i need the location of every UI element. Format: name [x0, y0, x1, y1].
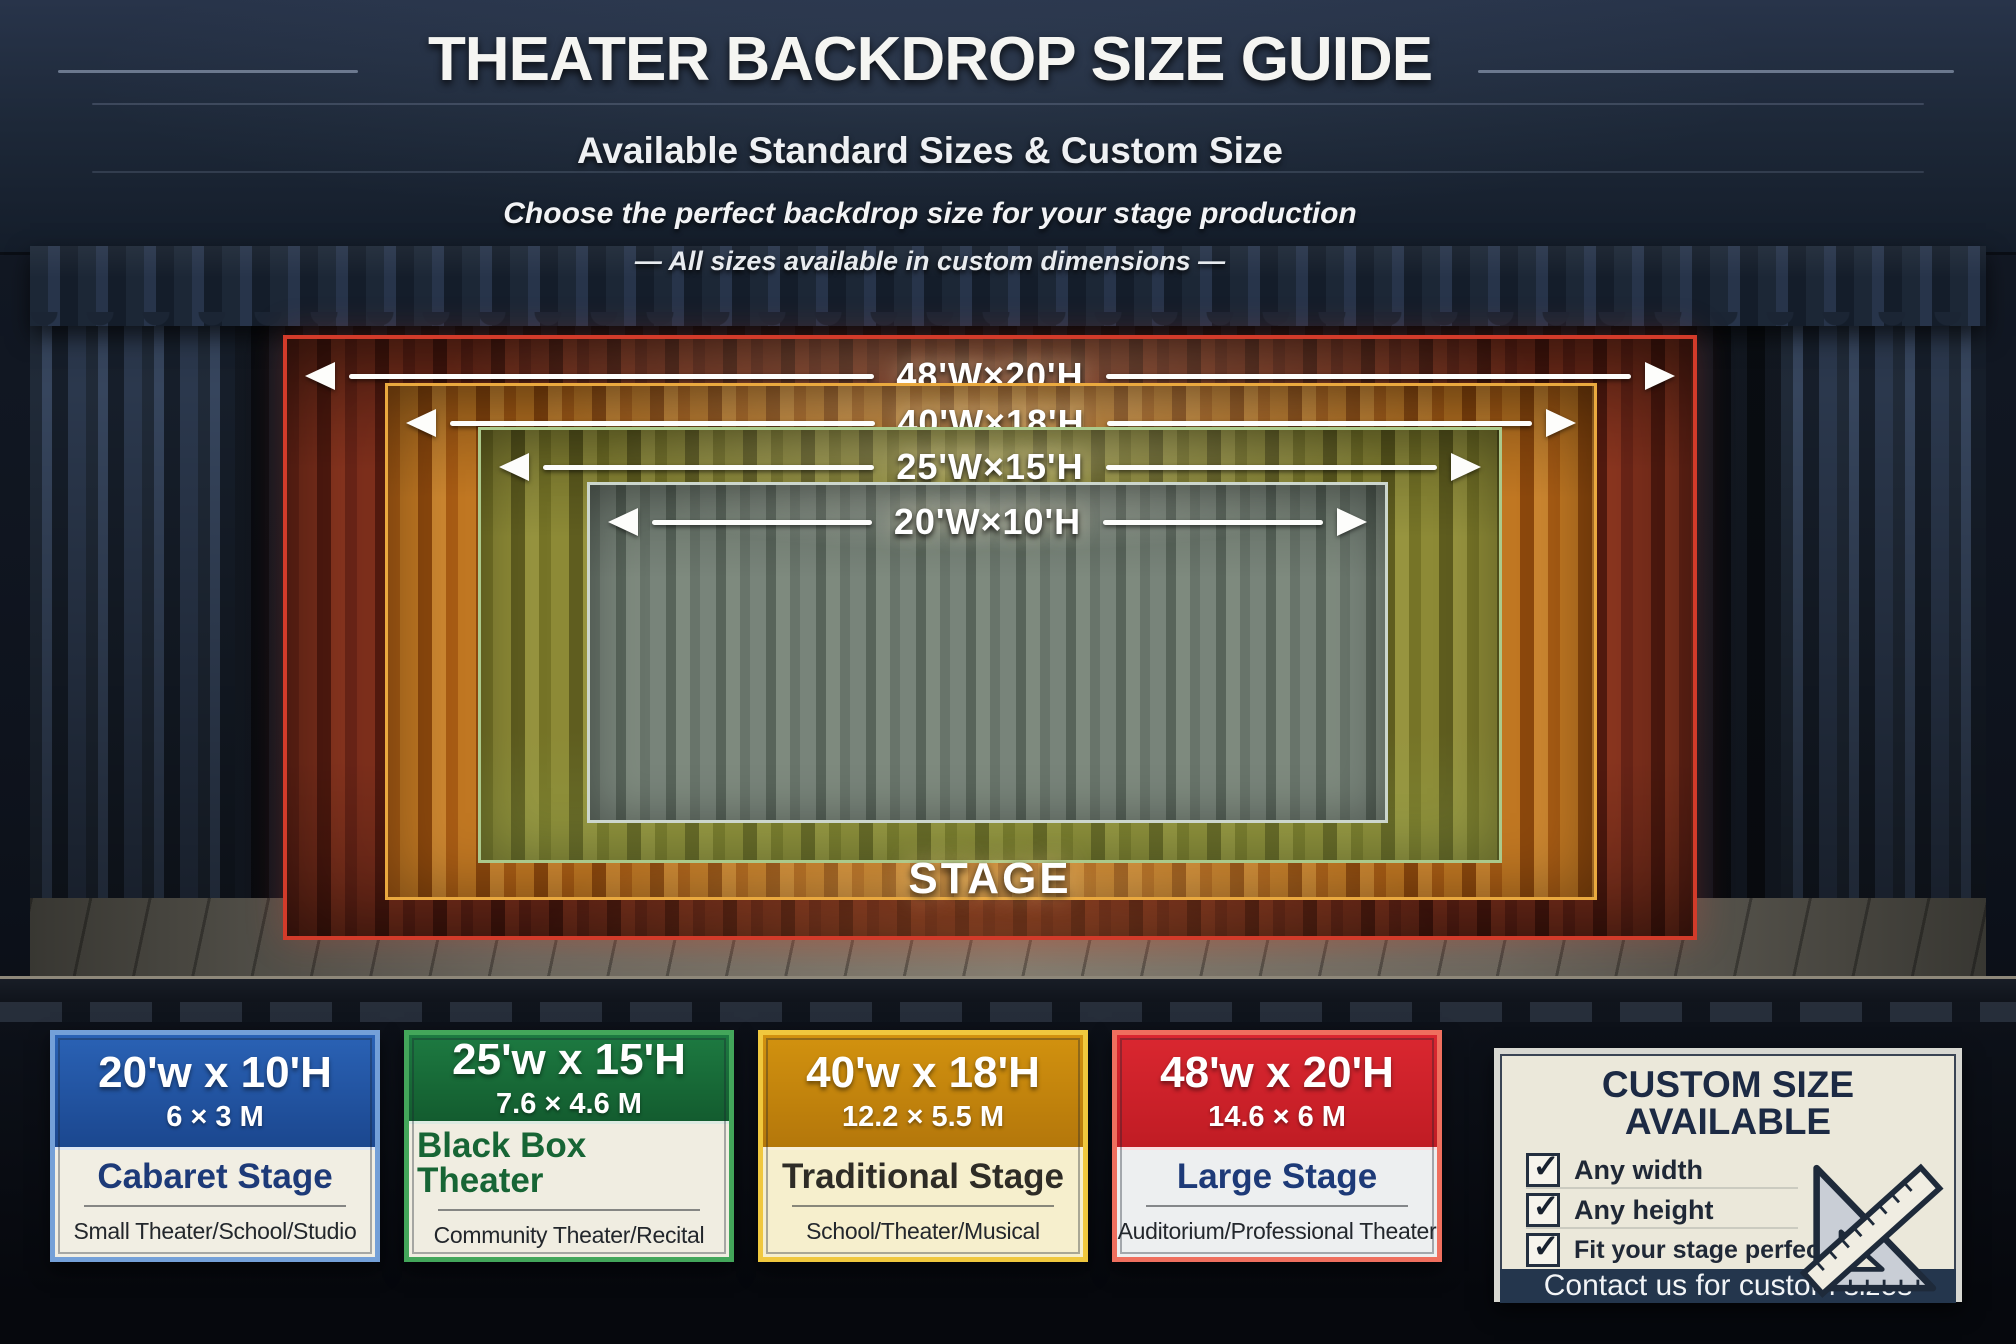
custom-feature-list: ✓ Any width ✓ Any height ✓ Fit your stag… — [1526, 1150, 1938, 1267]
arrow-line — [1105, 464, 1437, 470]
size-card-large: 48'w x 20'H 14.6 × 6 M Large Stage Audit… — [1112, 1030, 1442, 1262]
dimension-label-25x15: 25'W×15'H — [896, 446, 1084, 487]
arrowhead-left-icon — [499, 453, 529, 481]
decorative-line — [1478, 70, 1954, 73]
size-card-black-box: 25'w x 15'H 7.6 × 4.6 M Black Box Theate… — [404, 1030, 734, 1262]
custom-card-title: CUSTOM SIZE AVAILABLE — [1601, 1064, 1855, 1142]
checkbox-checked-icon: ✓ — [1526, 1230, 1560, 1267]
stage-curtain-left — [30, 246, 235, 960]
dimension-label-20x10: 20'W×10'H — [893, 501, 1082, 542]
size-card-header: 40'w x 18'H 12.2 × 5.5 M — [763, 1035, 1083, 1150]
checkbox-checked-icon: ✓ — [1526, 1190, 1560, 1227]
size-card-metric: 6 × 3 M — [166, 1100, 264, 1133]
custom-feature-item: ✓ Any width — [1526, 1150, 1798, 1187]
decorative-line — [92, 103, 1924, 105]
stage-curtain-right — [1781, 246, 1986, 960]
divider — [438, 1209, 700, 1211]
size-card-dimensions: 25'w x 15'H — [452, 1034, 686, 1084]
custom-feature-item: ✓ Any height — [1526, 1187, 1798, 1227]
stage-front-fascia — [0, 976, 2016, 1007]
size-card-use: Small Theater/School/Studio — [73, 1217, 357, 1244]
arrow-line — [1106, 420, 1532, 426]
custom-dimensions-note: — All sizes available in custom dimensio… — [634, 246, 1226, 276]
size-card-body: Cabaret Stage Small Theater/School/Studi… — [55, 1150, 375, 1257]
divider — [1146, 1204, 1408, 1207]
size-card-cabaret: 20'w x 10'H 6 × 3 M Cabaret Stage Small … — [50, 1030, 380, 1262]
size-card-metric: 14.6 × 6 M — [1208, 1100, 1346, 1133]
size-card-metric: 7.6 × 4.6 M — [496, 1087, 642, 1120]
arrow-line — [450, 420, 876, 426]
size-card-dimensions: 20'w x 10'H — [98, 1047, 332, 1097]
arrow-line — [349, 373, 875, 379]
decorative-line — [92, 171, 1924, 173]
arrowhead-right-icon — [1451, 453, 1481, 481]
size-card-name: Cabaret Stage — [97, 1156, 333, 1196]
size-card-name: Traditional Stage — [782, 1156, 1064, 1196]
audience-seat-row — [0, 1002, 2016, 1022]
page-subtitle: Available Standard Sizes & Custom Size — [577, 130, 1283, 171]
arrowhead-right-icon — [1546, 409, 1576, 437]
custom-feature-item: ✓ Fit your stage perfectly — [1526, 1227, 1849, 1267]
stage-floor-label: STAGE — [908, 854, 1072, 903]
dimension-arrow-25x15: 25'W×15'H — [499, 442, 1481, 492]
size-card-traditional: 40'w x 18'H 12.2 × 5.5 M Traditional Sta… — [758, 1030, 1088, 1262]
size-card-use: School/Theater/Musical — [806, 1217, 1040, 1244]
arrowhead-left-icon — [608, 508, 638, 536]
dimension-arrow-20x10: 20'W×10'H — [608, 497, 1367, 547]
size-card-body: Large Stage Auditorium/Professional Thea… — [1117, 1150, 1437, 1257]
size-card-header: 25'w x 15'H 7.6 × 4.6 M — [409, 1035, 729, 1124]
arrowhead-left-icon — [406, 409, 436, 437]
divider — [792, 1204, 1054, 1207]
arrowhead-right-icon — [1337, 508, 1367, 536]
size-card-body: Black Box Theater Community Theater/Reci… — [409, 1124, 729, 1257]
size-card-body: Traditional Stage School/Theater/Musical — [763, 1150, 1083, 1257]
size-card-name: Black Box Theater — [417, 1126, 587, 1200]
custom-card-body: ✓ Any width ✓ Any height ✓ Fit your stag… — [1500, 1150, 1956, 1298]
tagline: Choose the perfect backdrop size for you… — [503, 197, 1357, 230]
arrow-line — [1105, 373, 1631, 379]
arrow-line — [652, 519, 872, 525]
size-card-use: Auditorium/Professional Theater — [1117, 1217, 1437, 1244]
arrowhead-right-icon — [1645, 362, 1675, 390]
backdrop-20x10: 20'W×10'H — [587, 482, 1388, 823]
size-cards-row: 20'w x 10'H 6 × 3 M Cabaret Stage Small … — [50, 1030, 1442, 1262]
size-card-use: Community Theater/Recital — [433, 1222, 705, 1248]
arrow-line — [1103, 519, 1323, 525]
custom-size-card: CUSTOM SIZE AVAILABLE ✓ Any width ✓ Any … — [1494, 1048, 1962, 1303]
size-card-header: 20'w x 10'H 6 × 3 M — [55, 1035, 375, 1150]
size-card-header: 48'w x 20'H 14.6 × 6 M — [1117, 1035, 1437, 1150]
size-card-name: Large Stage — [1176, 1156, 1378, 1196]
checkbox-checked-icon: ✓ — [1526, 1150, 1560, 1187]
size-card-metric: 12.2 × 5.5 M — [841, 1100, 1005, 1133]
size-card-dimensions: 48'w x 20'H — [1160, 1047, 1394, 1097]
decorative-line — [58, 70, 358, 73]
arrow-line — [543, 464, 875, 470]
arrowhead-left-icon — [305, 362, 335, 390]
proscenium-header-band — [0, 0, 2016, 255]
ruler-set-square-icon — [1796, 1155, 1946, 1305]
page-title: THEATER BACKDROP SIZE GUIDE — [427, 25, 1433, 94]
divider — [84, 1204, 346, 1207]
size-card-dimensions: 40'w x 18'H — [806, 1047, 1040, 1097]
